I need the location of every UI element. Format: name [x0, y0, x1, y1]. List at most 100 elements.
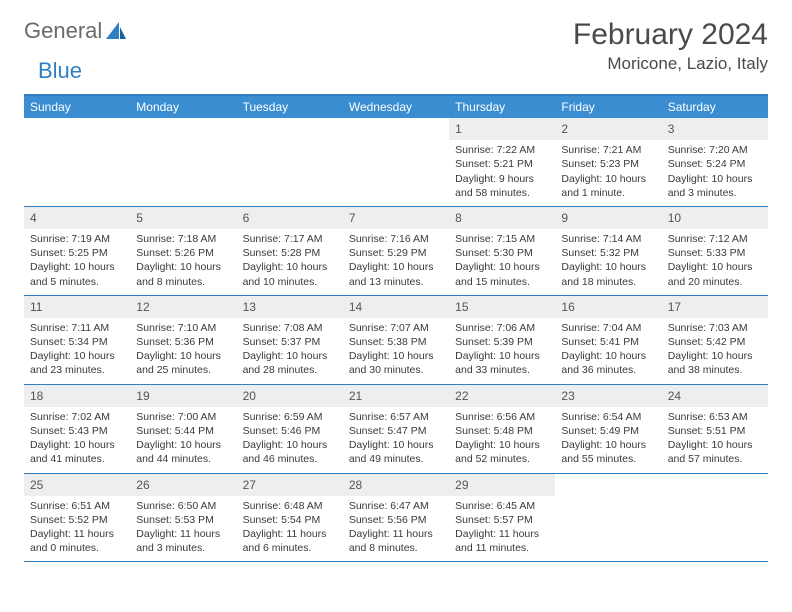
day-number: 1	[449, 118, 555, 140]
day-cell: 22Sunrise: 6:56 AMSunset: 5:48 PMDayligh…	[449, 385, 555, 473]
daylight-text: Daylight: 10 hours and 41 minutes.	[30, 438, 124, 466]
sunset-text: Sunset: 5:24 PM	[668, 157, 762, 171]
weekday-thursday: Thursday	[449, 96, 555, 118]
daylight-text: Daylight: 11 hours and 11 minutes.	[455, 527, 549, 555]
day-number: 29	[449, 474, 555, 496]
day-cell: 3Sunrise: 7:20 AMSunset: 5:24 PMDaylight…	[662, 118, 768, 206]
daylight-text: Daylight: 9 hours and 58 minutes.	[455, 172, 549, 200]
day-body: Sunrise: 7:04 AMSunset: 5:41 PMDaylight:…	[555, 318, 661, 384]
sunset-text: Sunset: 5:57 PM	[455, 513, 549, 527]
day-cell: 4Sunrise: 7:19 AMSunset: 5:25 PMDaylight…	[24, 207, 130, 295]
sunrise-text: Sunrise: 7:12 AM	[668, 232, 762, 246]
weeks-container: 1Sunrise: 7:22 AMSunset: 5:21 PMDaylight…	[24, 118, 768, 562]
day-number: 15	[449, 296, 555, 318]
day-cell	[130, 118, 236, 206]
sunrise-text: Sunrise: 6:54 AM	[561, 410, 655, 424]
daylight-text: Daylight: 10 hours and 8 minutes.	[136, 260, 230, 288]
day-cell: 14Sunrise: 7:07 AMSunset: 5:38 PMDayligh…	[343, 296, 449, 384]
sunset-text: Sunset: 5:28 PM	[243, 246, 337, 260]
sunset-text: Sunset: 5:39 PM	[455, 335, 549, 349]
day-body: Sunrise: 7:18 AMSunset: 5:26 PMDaylight:…	[130, 229, 236, 295]
daylight-text: Daylight: 11 hours and 8 minutes.	[349, 527, 443, 555]
day-cell: 6Sunrise: 7:17 AMSunset: 5:28 PMDaylight…	[237, 207, 343, 295]
daylight-text: Daylight: 10 hours and 55 minutes.	[561, 438, 655, 466]
day-cell: 21Sunrise: 6:57 AMSunset: 5:47 PMDayligh…	[343, 385, 449, 473]
sunset-text: Sunset: 5:52 PM	[30, 513, 124, 527]
day-cell	[343, 118, 449, 206]
daylight-text: Daylight: 11 hours and 6 minutes.	[243, 527, 337, 555]
sunrise-text: Sunrise: 6:45 AM	[455, 499, 549, 513]
sunrise-text: Sunrise: 6:48 AM	[243, 499, 337, 513]
day-number: 4	[24, 207, 130, 229]
sunrise-text: Sunrise: 7:10 AM	[136, 321, 230, 335]
day-cell	[555, 474, 661, 562]
sunrise-text: Sunrise: 7:07 AM	[349, 321, 443, 335]
day-body: Sunrise: 6:47 AMSunset: 5:56 PMDaylight:…	[343, 496, 449, 562]
day-cell: 27Sunrise: 6:48 AMSunset: 5:54 PMDayligh…	[237, 474, 343, 562]
day-body: Sunrise: 7:16 AMSunset: 5:29 PMDaylight:…	[343, 229, 449, 295]
sunrise-text: Sunrise: 7:06 AM	[455, 321, 549, 335]
day-cell: 13Sunrise: 7:08 AMSunset: 5:37 PMDayligh…	[237, 296, 343, 384]
daylight-text: Daylight: 10 hours and 52 minutes.	[455, 438, 549, 466]
sunset-text: Sunset: 5:33 PM	[668, 246, 762, 260]
sunset-text: Sunset: 5:38 PM	[349, 335, 443, 349]
day-number	[343, 118, 449, 124]
sunset-text: Sunset: 5:41 PM	[561, 335, 655, 349]
day-number: 18	[24, 385, 130, 407]
sunrise-text: Sunrise: 7:16 AM	[349, 232, 443, 246]
day-body: Sunrise: 6:45 AMSunset: 5:57 PMDaylight:…	[449, 496, 555, 562]
day-cell: 18Sunrise: 7:02 AMSunset: 5:43 PMDayligh…	[24, 385, 130, 473]
daylight-text: Daylight: 10 hours and 38 minutes.	[668, 349, 762, 377]
daylight-text: Daylight: 10 hours and 33 minutes.	[455, 349, 549, 377]
day-body: Sunrise: 7:21 AMSunset: 5:23 PMDaylight:…	[555, 140, 661, 206]
day-body: Sunrise: 7:03 AMSunset: 5:42 PMDaylight:…	[662, 318, 768, 384]
day-cell: 11Sunrise: 7:11 AMSunset: 5:34 PMDayligh…	[24, 296, 130, 384]
daylight-text: Daylight: 11 hours and 3 minutes.	[136, 527, 230, 555]
day-cell: 16Sunrise: 7:04 AMSunset: 5:41 PMDayligh…	[555, 296, 661, 384]
sunrise-text: Sunrise: 7:14 AM	[561, 232, 655, 246]
day-number: 13	[237, 296, 343, 318]
sunrise-text: Sunrise: 6:47 AM	[349, 499, 443, 513]
day-body: Sunrise: 7:11 AMSunset: 5:34 PMDaylight:…	[24, 318, 130, 384]
day-number	[24, 118, 130, 124]
day-body: Sunrise: 7:20 AMSunset: 5:24 PMDaylight:…	[662, 140, 768, 206]
day-cell: 24Sunrise: 6:53 AMSunset: 5:51 PMDayligh…	[662, 385, 768, 473]
day-number	[237, 118, 343, 124]
day-number: 5	[130, 207, 236, 229]
sunset-text: Sunset: 5:42 PM	[668, 335, 762, 349]
day-number	[130, 118, 236, 124]
day-number: 19	[130, 385, 236, 407]
sunset-text: Sunset: 5:23 PM	[561, 157, 655, 171]
day-cell: 9Sunrise: 7:14 AMSunset: 5:32 PMDaylight…	[555, 207, 661, 295]
day-body: Sunrise: 7:19 AMSunset: 5:25 PMDaylight:…	[24, 229, 130, 295]
day-cell: 20Sunrise: 6:59 AMSunset: 5:46 PMDayligh…	[237, 385, 343, 473]
brand-part2: Blue	[38, 58, 82, 83]
day-number: 10	[662, 207, 768, 229]
sunrise-text: Sunrise: 6:56 AM	[455, 410, 549, 424]
daylight-text: Daylight: 10 hours and 25 minutes.	[136, 349, 230, 377]
daylight-text: Daylight: 10 hours and 3 minutes.	[668, 172, 762, 200]
daylight-text: Daylight: 10 hours and 49 minutes.	[349, 438, 443, 466]
sunrise-text: Sunrise: 7:11 AM	[30, 321, 124, 335]
day-number: 11	[24, 296, 130, 318]
day-body: Sunrise: 6:53 AMSunset: 5:51 PMDaylight:…	[662, 407, 768, 473]
day-body: Sunrise: 7:17 AMSunset: 5:28 PMDaylight:…	[237, 229, 343, 295]
sunset-text: Sunset: 5:56 PM	[349, 513, 443, 527]
weekday-wednesday: Wednesday	[343, 96, 449, 118]
daylight-text: Daylight: 10 hours and 18 minutes.	[561, 260, 655, 288]
daylight-text: Daylight: 10 hours and 10 minutes.	[243, 260, 337, 288]
daylight-text: Daylight: 11 hours and 0 minutes.	[30, 527, 124, 555]
day-number: 27	[237, 474, 343, 496]
sunrise-text: Sunrise: 6:50 AM	[136, 499, 230, 513]
day-cell: 23Sunrise: 6:54 AMSunset: 5:49 PMDayligh…	[555, 385, 661, 473]
day-cell: 19Sunrise: 7:00 AMSunset: 5:44 PMDayligh…	[130, 385, 236, 473]
weekday-saturday: Saturday	[662, 96, 768, 118]
day-cell: 17Sunrise: 7:03 AMSunset: 5:42 PMDayligh…	[662, 296, 768, 384]
sunset-text: Sunset: 5:32 PM	[561, 246, 655, 260]
day-number: 24	[662, 385, 768, 407]
sunrise-text: Sunrise: 7:22 AM	[455, 143, 549, 157]
sunrise-text: Sunrise: 7:03 AM	[668, 321, 762, 335]
sunset-text: Sunset: 5:48 PM	[455, 424, 549, 438]
daylight-text: Daylight: 10 hours and 1 minute.	[561, 172, 655, 200]
brand-part1: General	[24, 18, 102, 44]
